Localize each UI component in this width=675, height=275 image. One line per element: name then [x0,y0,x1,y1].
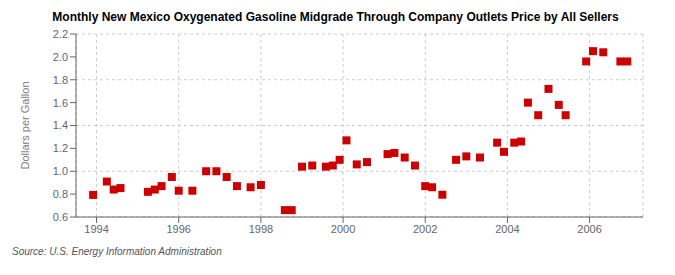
svg-text:1.4: 1.4 [53,119,68,131]
svg-text:0.6: 0.6 [53,211,68,223]
svg-text:1996: 1996 [166,223,190,235]
svg-text:1.0: 1.0 [53,165,68,177]
svg-text:1.8: 1.8 [53,74,68,86]
html-text:Source: U.S. Energy Informatio: Source: U.S. Energy Information Administ… [12,246,222,257]
svg-text:2006: 2006 [577,223,601,235]
svg-text:2.2: 2.2 [53,28,68,40]
svg-text:2004: 2004 [495,223,519,235]
svg-text:2.0: 2.0 [53,51,68,63]
svg-text:2002: 2002 [413,223,437,235]
svg-text:0.8: 0.8 [53,188,68,200]
svg-text:2000: 2000 [331,223,355,235]
svg-text:1.6: 1.6 [53,97,68,109]
svg-text:1998: 1998 [249,223,273,235]
html-text:Monthly New Mexico Oxygenated: Monthly New Mexico Oxygenated Gasoline M… [52,10,619,24]
svg-text:Dollars per Gallon: Dollars per Gallon [19,81,31,169]
svg-text:1.2: 1.2 [53,142,68,154]
svg-text:1994: 1994 [84,223,108,235]
